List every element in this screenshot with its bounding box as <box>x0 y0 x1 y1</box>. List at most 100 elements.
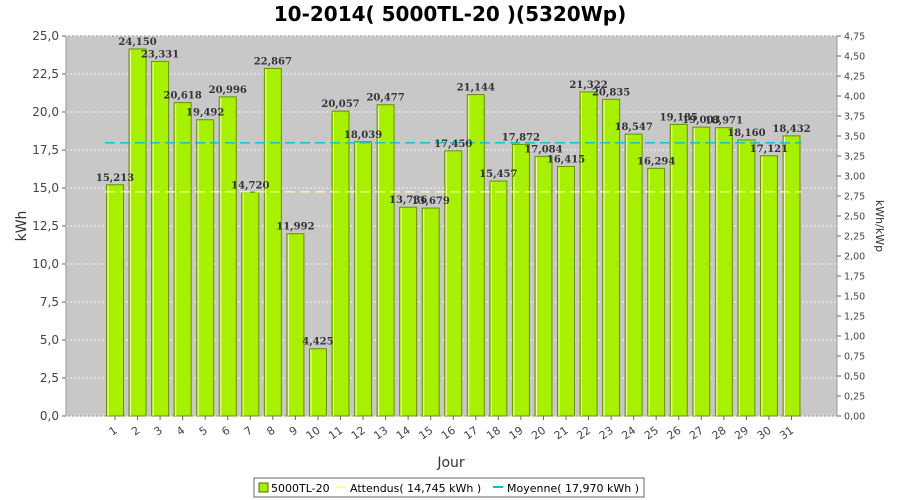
data-label: 4,425 <box>302 337 333 348</box>
bar <box>106 184 124 417</box>
legend-swatch-bars <box>258 482 269 493</box>
data-label: 21,322 <box>569 80 607 91</box>
bar <box>331 110 350 417</box>
data-label: 18,432 <box>772 124 810 135</box>
x-tick-label: 29 <box>732 424 751 443</box>
x-tick-label: 7 <box>242 424 255 439</box>
bar <box>692 126 711 417</box>
data-label: 15,213 <box>96 173 134 184</box>
data-label: 22,867 <box>254 56 292 67</box>
x-tick-label: 15 <box>416 424 435 443</box>
x-tick-label: 21 <box>552 424 571 443</box>
x-tick-label: 10 <box>304 424 323 443</box>
data-label: 16,294 <box>637 156 675 167</box>
bar <box>218 96 237 417</box>
y-axis-right-label: kWh/kWp <box>873 200 886 252</box>
bar <box>489 180 508 417</box>
y-tick-label: 20,0 <box>32 105 59 119</box>
data-label: 17,450 <box>434 139 472 150</box>
bar <box>354 141 373 417</box>
y-tick-label: 25,0 <box>32 29 59 43</box>
x-tick-label: 16 <box>439 424 458 443</box>
data-label: 19,492 <box>186 108 224 119</box>
legend-label-bars: 5000TL-20 <box>271 482 330 495</box>
bar <box>399 206 418 417</box>
bar <box>534 155 553 417</box>
bar <box>173 102 192 417</box>
y-right-tick-label: 1,00 <box>844 332 865 343</box>
bar <box>557 165 575 417</box>
data-label: 16,415 <box>547 154 585 165</box>
y-tick-label: 7,5 <box>40 295 59 309</box>
bar <box>421 207 440 417</box>
y-right-tick-label: 3,25 <box>844 152 865 163</box>
bar <box>669 123 688 417</box>
x-tick-label: 23 <box>597 424 616 443</box>
y-right-tick-label: 0,25 <box>844 392 865 403</box>
bar <box>308 348 327 417</box>
legend-label-average: Moyenne( 17,970 kWh ) <box>507 482 639 495</box>
y-right-tick-label: 3,75 <box>844 112 865 123</box>
bar <box>376 104 395 417</box>
x-tick-label: 5 <box>197 424 210 439</box>
y-right-tick-label: 4,75 <box>844 32 865 43</box>
reference-lines <box>105 142 802 193</box>
bar <box>151 60 170 417</box>
x-tick-label: 2 <box>129 424 142 439</box>
x-tick-label: 19 <box>507 424 526 443</box>
data-label: 20,618 <box>164 91 202 102</box>
data-label: 18,547 <box>615 122 653 133</box>
data-label: 23,331 <box>141 49 179 60</box>
bar <box>647 167 666 417</box>
x-tick-label: 8 <box>264 424 277 439</box>
data-label: 19,003 <box>682 115 720 126</box>
x-tick-label: 6 <box>219 424 232 439</box>
x-axis-label: Jour <box>436 455 465 471</box>
x-tick-label: 18 <box>484 424 503 443</box>
bar <box>602 98 621 417</box>
data-label: 17,121 <box>750 144 788 155</box>
bar <box>263 67 282 417</box>
x-tick-label: 27 <box>687 424 706 443</box>
data-label: 13,736 <box>389 195 427 206</box>
x-tick-label: 14 <box>394 424 413 443</box>
data-label: 20,835 <box>592 87 630 98</box>
data-label: 18,971 <box>705 116 743 127</box>
x-tick-label: 12 <box>349 424 368 443</box>
x-tick-label: 11 <box>326 424 345 443</box>
y-right-tick-label: 2,25 <box>844 232 865 243</box>
y-tick-label: 12,5 <box>32 219 59 233</box>
bar <box>196 119 215 417</box>
y-tick-label: 22,5 <box>32 67 59 81</box>
bar <box>624 133 643 417</box>
data-label: 18,039 <box>344 130 382 141</box>
bar <box>511 143 530 417</box>
x-tick-label: 28 <box>710 424 729 443</box>
y-right-tick-label: 2,75 <box>844 192 865 203</box>
y-right-tick-label: 2,00 <box>844 252 865 263</box>
chart-title: 10-2014( 5000TL-20 )(5320Wp) <box>274 2 627 26</box>
y-right-tick-label: 0,75 <box>844 352 865 363</box>
y-tick-label: 10,0 <box>32 257 59 271</box>
x-axis: 1 2 3 4 5 6 7 8 9 10 11 12 13 14 15 16 17 18 19 20 21 22 23 24 2… <box>107 416 796 443</box>
x-tick-label: 17 <box>462 424 481 443</box>
y-axis-label: kWh <box>14 211 30 242</box>
x-tick-label: 20 <box>529 424 548 443</box>
data-label: 17,872 <box>502 132 540 143</box>
y-tick-label: 15,0 <box>32 181 59 195</box>
y-tick-label: 5,0 <box>40 333 59 347</box>
y-right-tick-label: 4,00 <box>844 92 865 103</box>
y-axis-right: 0,00 0,25 0,50 0,75 1,00 1,25 1,50 1,75 2,00 2,25… <box>837 32 865 423</box>
x-tick-label: 3 <box>152 424 165 439</box>
x-tick-label: 26 <box>665 424 684 443</box>
data-label: 21,144 <box>457 83 495 94</box>
y-right-tick-label: 1,50 <box>844 292 865 303</box>
y-tick-label: 0,0 <box>40 409 59 423</box>
bar <box>579 91 598 417</box>
x-tick-label: 9 <box>287 424 300 439</box>
x-tick-label: 25 <box>642 424 661 443</box>
y-right-tick-label: 1,75 <box>844 272 865 283</box>
data-label: 18,160 <box>727 128 765 139</box>
x-tick-label: 13 <box>371 424 390 443</box>
